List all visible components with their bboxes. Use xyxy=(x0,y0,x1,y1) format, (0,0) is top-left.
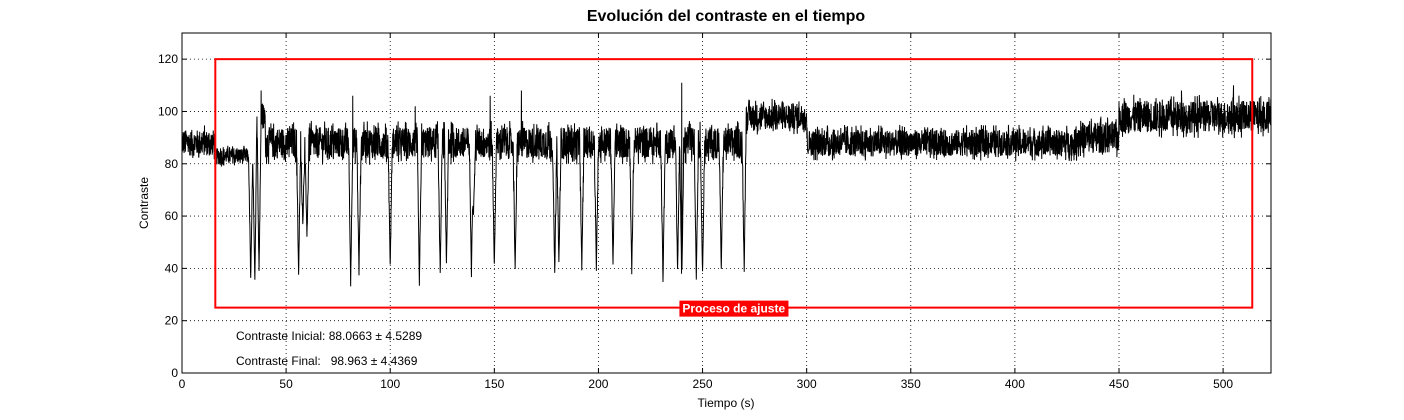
x-tick-label: 50 xyxy=(279,377,293,391)
x-tick-label: 0 xyxy=(179,377,186,391)
x-tick-label: 250 xyxy=(693,377,713,391)
adjustment-region-box xyxy=(214,58,1254,309)
final-contrast-annotation: Contraste Final: 98.963 ± 4.4369 xyxy=(236,354,418,368)
y-tick-label: 100 xyxy=(158,104,178,118)
initial-contrast-annotation: Contraste Inicial: 88.0663 ± 4.5289 xyxy=(236,329,422,343)
x-tick-label: 500 xyxy=(1213,377,1233,391)
x-tick-label: 200 xyxy=(588,377,608,391)
y-tick-label: 0 xyxy=(171,366,178,380)
axis-ticks: 0 50 100 150 200 250 300 350 400 450 500 0 20 40 60 80 1… xyxy=(158,33,1271,391)
x-tick-label: 300 xyxy=(797,377,817,391)
x-axis-label: Tiempo (s) xyxy=(698,396,755,410)
plot-frame xyxy=(181,32,1272,374)
grid xyxy=(182,33,1271,373)
y-tick-label: 20 xyxy=(165,314,179,328)
adjustment-label-background xyxy=(679,300,789,317)
x-tick-label: 350 xyxy=(901,377,921,391)
x-tick-label: 100 xyxy=(380,377,400,391)
series-line xyxy=(181,82,1272,287)
x-tick-label: 150 xyxy=(484,377,504,391)
y-tick-label: 60 xyxy=(165,209,179,223)
adjustment-region-label: Proceso de ajuste xyxy=(682,302,785,316)
y-tick-label: 40 xyxy=(165,261,179,275)
series-group xyxy=(181,82,1272,287)
x-tick-label: 400 xyxy=(1005,377,1025,391)
y-tick-label: 80 xyxy=(165,157,179,171)
chart-title: Evolución del contraste en el tiempo xyxy=(587,8,866,25)
x-tick-label: 450 xyxy=(1109,377,1129,391)
y-axis-label: Contraste xyxy=(137,177,151,229)
y-tick-label: 120 xyxy=(158,52,178,66)
